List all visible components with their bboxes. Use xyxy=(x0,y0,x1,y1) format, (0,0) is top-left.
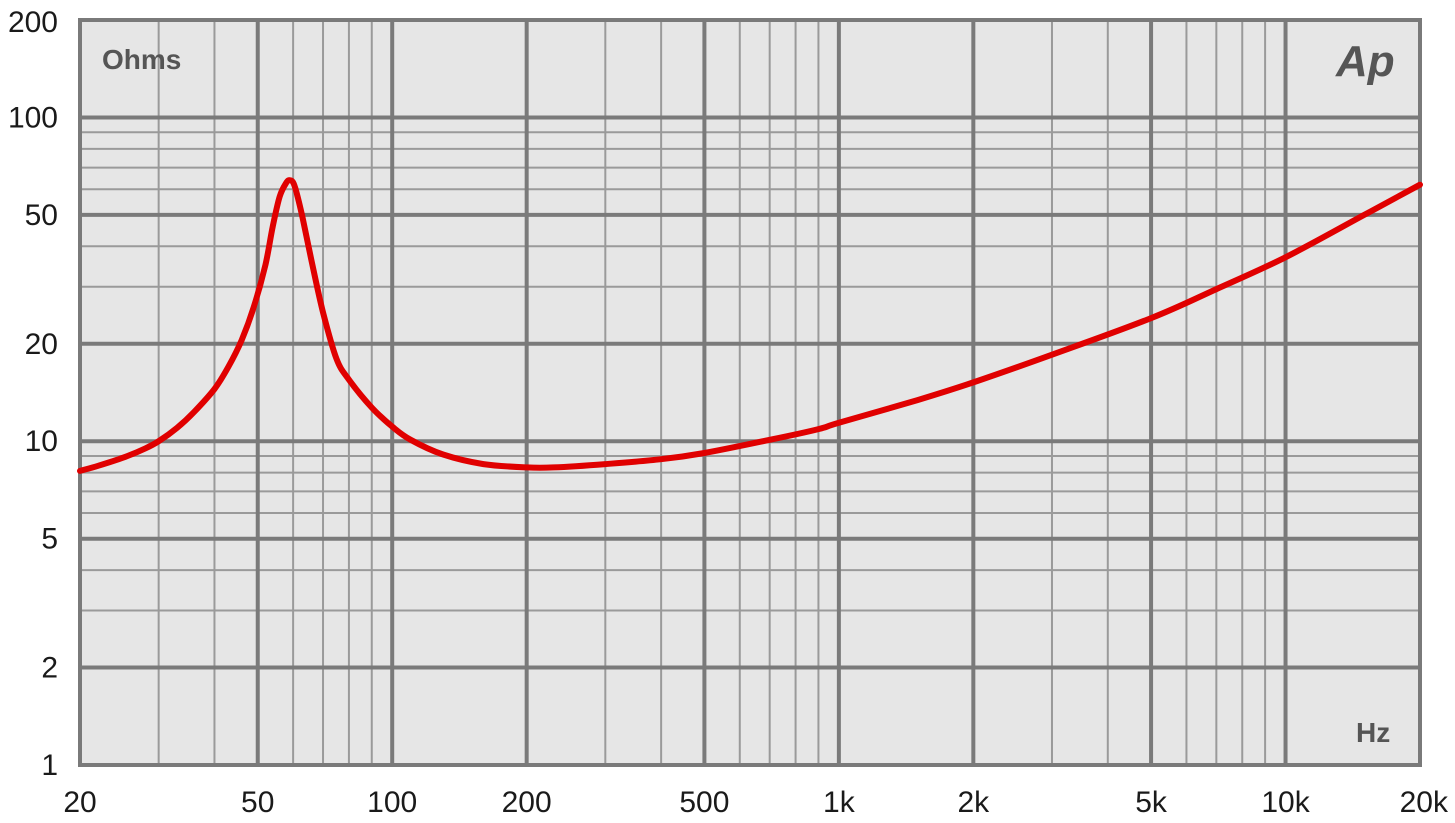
series-layer xyxy=(77,177,1423,474)
x-tick-label: 20k xyxy=(1400,786,1449,819)
x-axis-label: Hz xyxy=(1356,717,1390,748)
y-tick-label: 50 xyxy=(25,199,58,232)
impedance-series-line xyxy=(77,177,1423,474)
plot-background xyxy=(80,20,1420,765)
x-tick-label: 5k xyxy=(1135,786,1168,819)
y-axis-label: Ohms xyxy=(102,44,181,75)
x-tick-label: 1k xyxy=(823,786,856,819)
x-tick-label: 2k xyxy=(957,786,990,819)
y-tick-label: 10 xyxy=(25,425,58,458)
y-tick-label: 5 xyxy=(41,523,58,556)
y-tick-label: 20 xyxy=(25,328,58,361)
plot-border xyxy=(78,18,1422,767)
x-tick-label: 50 xyxy=(241,786,274,819)
x-tick-label: 10k xyxy=(1261,786,1310,819)
x-tick-label: 20 xyxy=(63,786,96,819)
x-tick-label: 200 xyxy=(502,786,552,819)
x-tick-labels: 20 50 100 200 500 1k 2k 5k 10k 20k xyxy=(63,786,1449,819)
x-tick-label: 100 xyxy=(367,786,417,819)
y-tick-label: 1 xyxy=(41,749,58,782)
x-tick-label: 500 xyxy=(679,786,729,819)
ap-logo: Ap xyxy=(1335,37,1395,86)
y-tick-label: 100 xyxy=(8,101,58,134)
y-tick-label: 2 xyxy=(41,652,58,685)
y-tick-label: 200 xyxy=(8,6,58,39)
y-tick-labels: 1 2 5 10 20 50 100 200 xyxy=(8,6,58,782)
